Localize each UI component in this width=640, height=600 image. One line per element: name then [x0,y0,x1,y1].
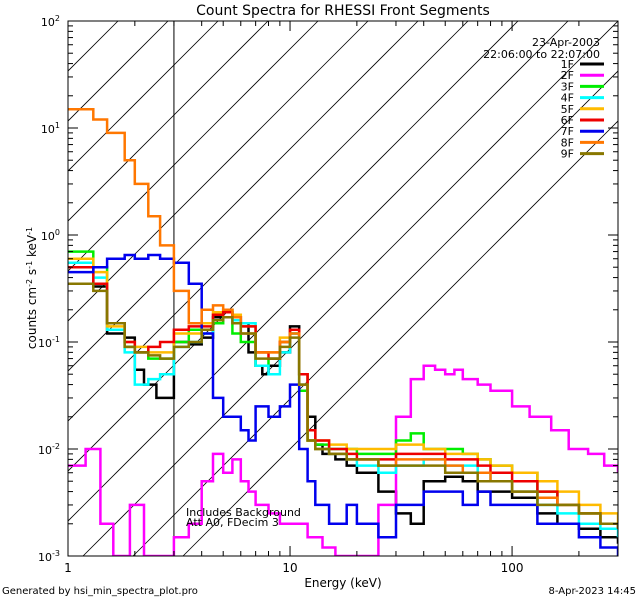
y-label-sup3: -1 [25,227,34,235]
annotation-attenuator: Att A0, FDecim 3 [186,516,279,529]
series-layer [68,107,618,556]
series-8f-line [68,107,618,529]
series-4f-line [68,261,618,538]
series-7f-line [68,253,618,556]
y-axis-ticks: 10-3 10-2 10-1 100 101 102 [38,14,618,564]
hatch-line [68,21,419,372]
y-label-sup1: -2 [25,279,34,287]
series-5f-line [68,257,618,524]
x-axis-ticks: 1 10 100 [64,21,619,575]
annotation-background: Includes Background [186,506,301,519]
hatch-line [68,21,269,222]
hatch-line [182,120,618,556]
hatch-line [82,21,618,556]
y-tick-label: 10-3 [38,549,60,564]
hatch-line [68,21,319,272]
y-tick-label: 10-1 [38,335,60,350]
series-3f-line [68,250,618,526]
y-axis-label: counts cm-2 s-1 keV-1 [25,227,40,349]
hatch-line [68,21,369,322]
footer-timestamp: 8-Apr-2023 14:45 [549,586,636,597]
legend-label-1f: 1F [561,58,574,71]
axes [67,20,619,557]
x-tick-label: 10 [282,561,297,575]
date-label: 23-Apr-2003 [532,36,600,49]
y-label-part2: s [25,269,39,279]
legend-label-9f: 9F [561,148,574,161]
y-label-part1: counts cm [25,287,39,349]
x-tick-label: 100 [501,561,524,575]
series-6f-line [68,265,618,529]
legend-label-8f: 8F [561,136,574,149]
plot-frame [67,20,619,557]
generated-by-label: Generated by hsi_min_spectra_plot.pro [2,586,198,597]
legend-label-4f: 4F [561,92,574,105]
x-tick-label: 1 [64,561,72,575]
y-tick-label: 102 [41,14,60,29]
y-label-part3: keV [25,234,39,261]
y-tick-label: 10-2 [38,442,60,457]
hatch-line [68,21,219,172]
legend-label-5f: 5F [561,103,574,116]
legend-label-3f: 3F [561,80,574,93]
excluded-region-hatch [68,21,618,556]
hatch-line [68,21,519,472]
hatch-line [68,21,569,522]
chart-title: Count Spectra for RHESSI Front Segments [196,3,490,19]
time-range-label: 22:06:00 to 22:07:00 [483,48,600,61]
series-2f-line [68,364,618,556]
series-9f-line [68,282,618,529]
x-axis-label: Energy (keV) [304,576,381,590]
legend-label-6f: 6F [561,114,574,127]
series-1f-line [68,265,618,544]
y-tick-label: 100 [41,228,60,243]
hatch-line [68,21,469,422]
legend-label-7f: 7F [561,125,574,138]
y-tick-label: 101 [41,121,60,136]
y-label-sup2: -1 [25,261,34,269]
legend-label-2f: 2F [561,69,574,82]
